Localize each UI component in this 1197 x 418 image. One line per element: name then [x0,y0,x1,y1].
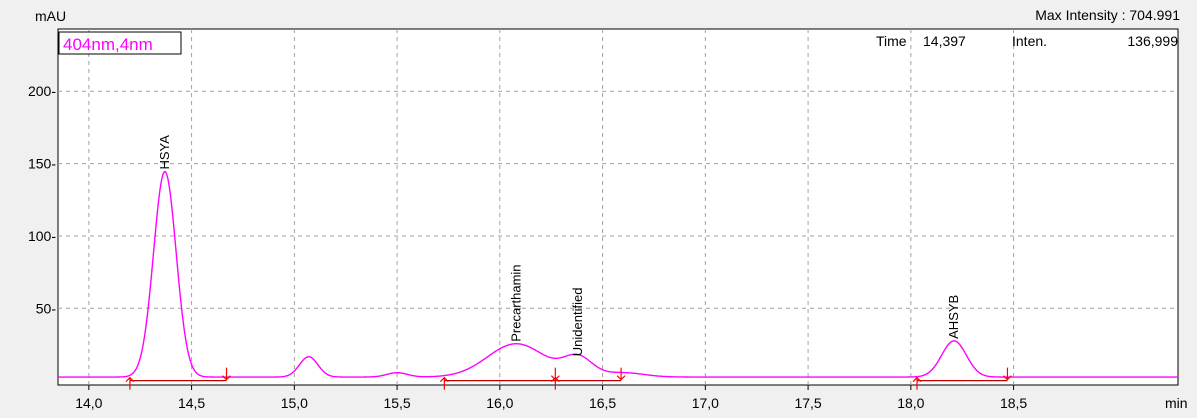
time-label: Time [876,33,907,49]
y-tick-label: 200- [28,83,56,99]
integration-start-marker [912,376,922,390]
peak-label: Unidentified [570,288,585,357]
grid [58,29,1178,385]
max-intensity: Max Intensity : 704.991 [1035,7,1180,23]
x-tick-label: 15,0 [281,395,308,411]
x-tick-label: 14,0 [75,395,102,411]
integration-markers [125,367,1012,390]
x-tick-label: 17,5 [794,395,821,411]
integration-end-marker [550,367,560,381]
peak-label: AHSYB [946,295,961,339]
inten-label: Inten. [1012,33,1047,49]
integration-start-marker [439,376,449,390]
channel-label: 404nm,4nm [63,35,153,54]
x-axis-ticks: 14,0 14,5 15,0 15,5 16,0 16,5 17,0 17,5 18,0 18,5 [75,385,1027,411]
integration-end-marker [222,367,231,381]
x-axis-label: min [1165,395,1188,411]
time-value: 14,397 [923,33,966,49]
channel-label-box [58,31,182,55]
x-tick-label: 18,0 [897,395,924,411]
integration-end-marker [1003,367,1012,381]
peak-label: Precarthamin [508,264,523,341]
integration-start-marker [125,376,135,390]
x-tick-label: 16,0 [486,395,513,411]
peak-label: HSYA [157,135,172,170]
y-tick-label: 50- [36,300,57,316]
x-tick-label: 14,5 [178,395,205,411]
y-tick-label: 150- [28,156,56,172]
peak-labels: HSYA Precarthamin Unidentified AHSYB [157,135,961,356]
y-tick-label: 100- [28,228,56,244]
x-tick-label: 15,5 [383,395,410,411]
integration-end-marker [616,367,626,381]
y-axis-unit: mAU [35,8,66,24]
inten-value: 136,999 [1127,33,1178,49]
signal-trace [58,170,1178,378]
x-tick-label: 16,5 [589,395,616,411]
x-tick-label: 18,5 [1000,395,1027,411]
y-axis-ticks: 50- 100- 150- 200- [28,83,56,316]
x-tick-label: 17,0 [692,395,719,411]
plot-area [57,28,1179,386]
